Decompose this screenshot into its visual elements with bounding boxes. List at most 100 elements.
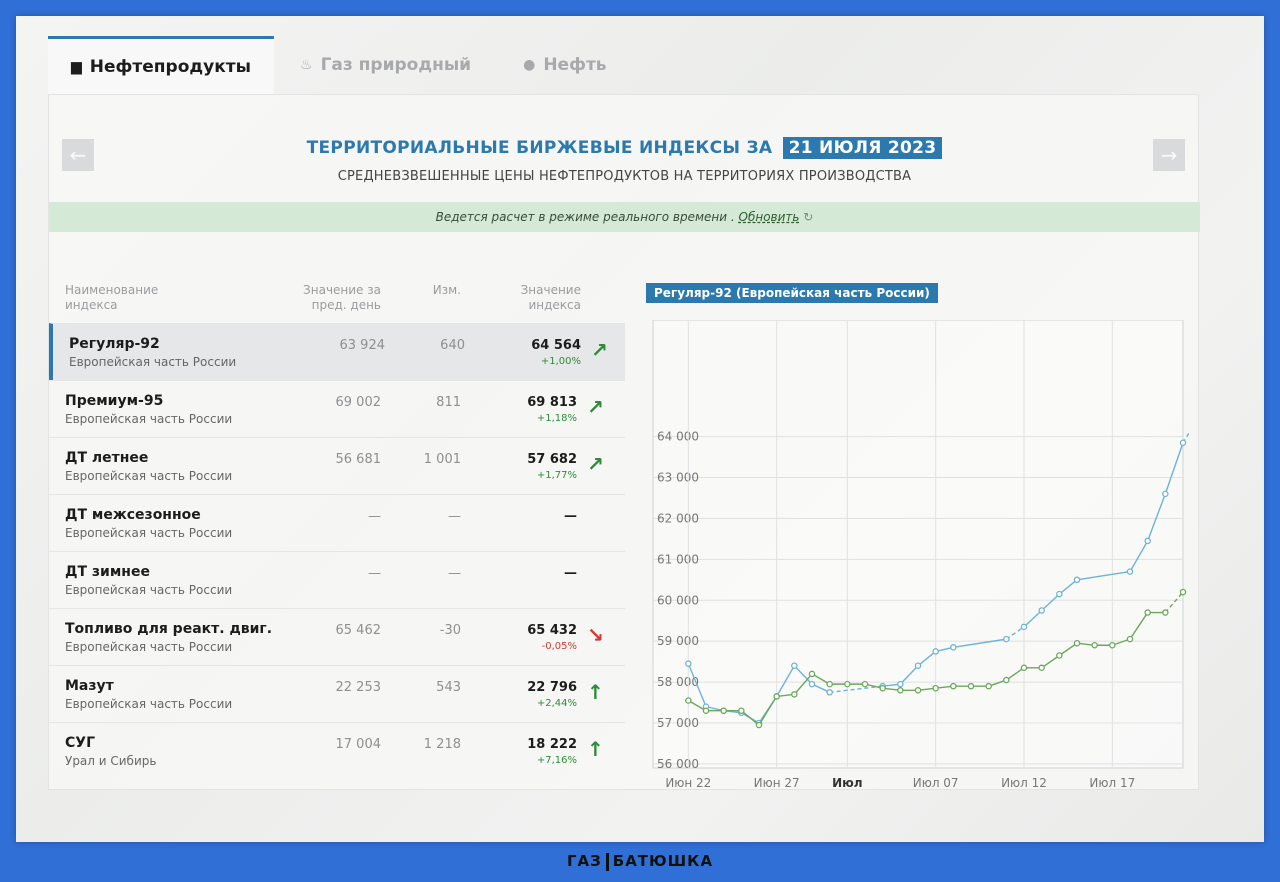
series-1-segment <box>1164 591 1184 613</box>
next-day-button[interactable]: → <box>1153 139 1185 171</box>
table-row[interactable]: Премиум-95 Европейская часть России 69 002… <box>49 380 625 437</box>
series-1-point[interactable] <box>720 707 727 714</box>
series-1-point[interactable] <box>1162 609 1169 616</box>
series-1-point[interactable] <box>773 693 780 700</box>
series-1-point[interactable] <box>1144 609 1151 616</box>
table-row[interactable]: Топливо для реакт. двиг. Европейская част… <box>49 608 625 665</box>
col-value-header: Значение индекса <box>520 283 581 312</box>
series-1-point[interactable] <box>1179 588 1187 596</box>
row-change: — <box>448 566 461 581</box>
series-0-point[interactable] <box>1056 590 1063 598</box>
row-change: 543 <box>436 680 461 695</box>
series-1-segment <box>1058 642 1078 657</box>
series-1-segment <box>687 699 707 712</box>
tab-1[interactable]: ♨ Газ природный <box>274 36 497 94</box>
logo-left: ГАЗ <box>566 852 602 870</box>
series-1-point[interactable] <box>1109 642 1116 649</box>
table-row[interactable]: ДТ летнее Европейская часть России 56 681 1… <box>49 437 625 494</box>
row-name: СУГ <box>65 735 95 751</box>
row-index-value: 57 682 <box>527 452 577 467</box>
tab-label: Нефтепродукты <box>89 56 251 77</box>
table-header: Наименование индекса Значение за пред. д… <box>49 265 625 323</box>
series-0-point[interactable] <box>1126 568 1134 575</box>
row-region: Урал и Сибирь <box>65 754 157 768</box>
row-prev-value: 17 004 <box>335 737 382 752</box>
table-row[interactable]: Регуляр-92 Европейская часть России 63 924… <box>49 323 625 380</box>
series-1-point[interactable] <box>1056 652 1063 659</box>
row-name: ДТ межсезонное <box>65 507 201 523</box>
series-1-point[interactable] <box>702 707 710 714</box>
series-0-point[interactable] <box>1020 623 1028 631</box>
trend-arrow-icon: ↗ <box>591 338 608 362</box>
table-row[interactable]: ДТ зимнее Европейская часть России — — — <box>49 551 625 608</box>
trend-arrow-icon: ↘ <box>587 623 604 647</box>
series-1-point[interactable] <box>1003 676 1010 684</box>
row-name: ДТ зимнее <box>65 564 150 580</box>
series-0-point[interactable] <box>1003 635 1010 643</box>
y-tick-label: 58 000 <box>657 675 699 689</box>
refresh-link[interactable]: Обновить <box>738 210 800 224</box>
row-change: 640 <box>440 338 465 353</box>
series-0-segment <box>793 665 813 685</box>
series-1-point[interactable] <box>1091 642 1098 649</box>
date-badge[interactable]: 21 ИЮЛЯ 2023 <box>782 137 943 159</box>
series-1-point[interactable] <box>914 687 922 694</box>
series-1-point[interactable] <box>950 682 957 690</box>
series-1-point[interactable] <box>685 697 692 704</box>
series-0-point[interactable] <box>914 662 922 669</box>
series-1-point[interactable] <box>1038 664 1045 672</box>
row-change: 1 001 <box>423 452 461 467</box>
row-index-value: 64 564 <box>531 338 581 353</box>
series-1-point[interactable] <box>808 670 816 678</box>
series-0-point[interactable] <box>950 644 957 651</box>
series-0-point[interactable] <box>1179 439 1187 446</box>
y-tick-label: 56 000 <box>657 757 699 771</box>
series-0-point[interactable] <box>685 660 692 667</box>
table-row[interactable]: СУГ Урал и Сибирь 17 004 1 218 18 222 +7,16% ↑ <box>49 722 625 779</box>
series-1-point[interactable] <box>844 680 851 688</box>
series-0-point[interactable] <box>1038 607 1045 614</box>
series-1-point[interactable] <box>1073 639 1081 647</box>
series-0-point[interactable] <box>808 680 816 688</box>
row-percent: +1,00% <box>540 356 581 367</box>
series-1-point[interactable] <box>791 691 798 698</box>
table-row[interactable]: ДТ межсезонное Европейская часть России — —… <box>49 494 625 551</box>
series-0-point[interactable] <box>791 662 798 669</box>
tab-2[interactable]: ● Нефть <box>497 36 632 94</box>
series-0-point[interactable] <box>826 689 833 696</box>
series-1-point[interactable] <box>826 680 833 688</box>
row-percent: +1,18% <box>536 413 577 424</box>
series-0-point[interactable] <box>1144 537 1151 545</box>
tab-bar: ▆ Нефтепродукты ♨ Газ природный ● Нефть <box>48 36 633 94</box>
series-0-point[interactable] <box>1073 576 1081 584</box>
series-1-point[interactable] <box>897 687 904 694</box>
series-1-point[interactable] <box>1126 635 1134 643</box>
series-1-point[interactable] <box>985 682 992 690</box>
series-0-segment <box>1164 442 1184 495</box>
realtime-banner: Ведется расчет в режиме реального времен… <box>49 202 1200 232</box>
series-1-segment <box>740 710 760 726</box>
series-1-point[interactable] <box>879 684 886 692</box>
y-tick-label: 61 000 <box>657 552 699 566</box>
prev-day-button[interactable]: ← <box>62 139 94 171</box>
row-region: Европейская часть России <box>69 355 237 369</box>
series-1-point[interactable] <box>932 684 939 692</box>
series-1-segment <box>758 696 778 726</box>
series-1-point[interactable] <box>861 680 869 688</box>
x-tick-label: Июн 22 <box>665 776 711 790</box>
series-1-point[interactable] <box>738 707 745 714</box>
series-0-point[interactable] <box>897 680 904 688</box>
series-0-point[interactable] <box>1162 490 1169 498</box>
refresh-icon[interactable]: ↻ <box>803 210 814 224</box>
logo-divider <box>605 852 609 871</box>
col-prev-header: Значение за пред. день <box>303 283 381 312</box>
tab-0[interactable]: ▆ Нефтепродукты <box>48 36 274 94</box>
series-1-point[interactable] <box>755 721 763 729</box>
row-region: Европейская часть России <box>65 640 233 654</box>
table-row[interactable]: Мазут Европейская часть России 22 253 543 22… <box>49 665 625 722</box>
row-percent: +2,44% <box>536 698 577 709</box>
series-0-point[interactable] <box>932 648 939 655</box>
series-1-point[interactable] <box>1020 664 1028 672</box>
series-0-segment <box>776 665 795 697</box>
series-1-point[interactable] <box>967 682 975 690</box>
